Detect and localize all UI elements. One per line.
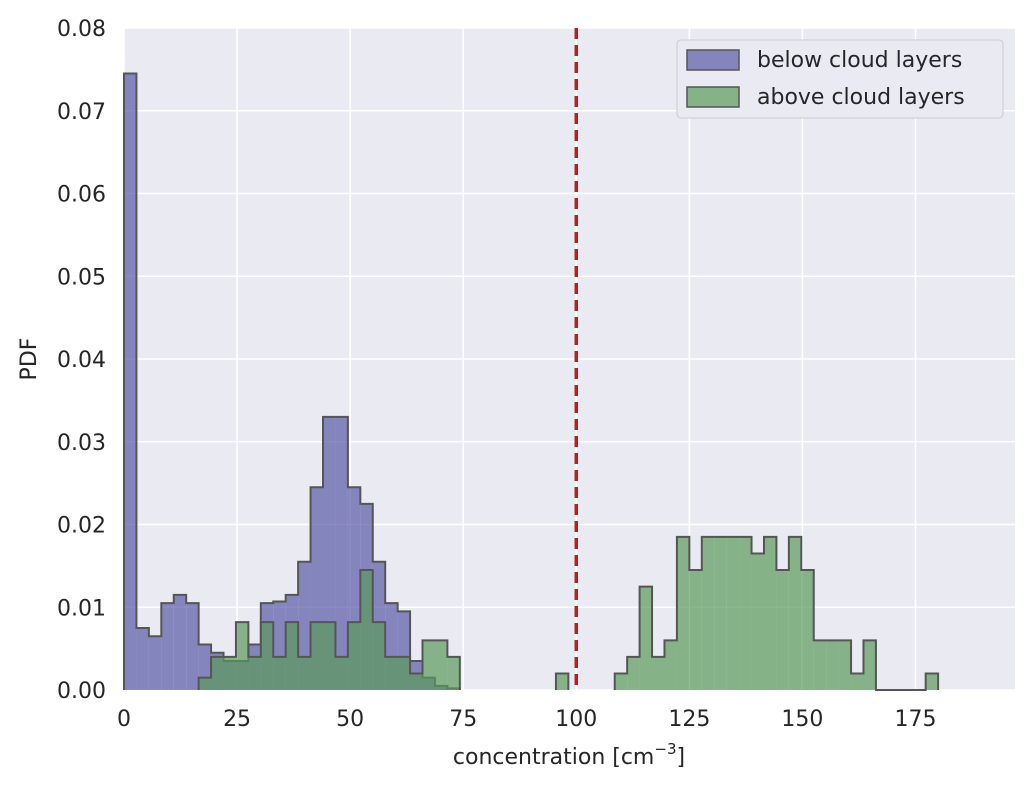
histogram-bar — [360, 570, 373, 690]
x-tick-label: 175 — [894, 707, 936, 732]
histogram-bar — [801, 570, 814, 690]
histogram-bar — [335, 416, 348, 690]
histogram-bar — [248, 656, 261, 690]
histogram-bar — [397, 656, 411, 690]
histogram-bar — [186, 603, 199, 690]
histogram-bar — [664, 640, 677, 690]
histogram-bar — [235, 622, 249, 690]
histogram-bar — [198, 677, 212, 690]
legend-swatch-below — [686, 49, 740, 71]
x-tick-label: 0 — [117, 707, 131, 732]
histogram-bar — [813, 640, 827, 690]
histogram-bar — [273, 656, 286, 690]
y-tick-label: 0.00 — [57, 679, 106, 704]
histogram-bar — [838, 640, 852, 690]
histogram-bar — [310, 622, 324, 690]
histogram-bar — [223, 656, 236, 690]
histogram-bar — [323, 622, 336, 690]
legend-box — [676, 39, 1004, 119]
histogram-bar — [173, 594, 187, 690]
x-tick-label: 100 — [555, 707, 597, 732]
x-tick-labels: 0 25 50 75 100 125 150 175 — [117, 707, 936, 732]
legend-label-above: above cloud layers — [757, 85, 965, 110]
y-tick-labels: 0.00 0.01 0.02 0.03 0.04 0.05 0.06 0.07 0.08 — [57, 17, 106, 704]
histogram-bar — [260, 622, 274, 690]
histogram-bar — [285, 622, 299, 690]
x-axis-label: concentration [cm−3] — [453, 740, 685, 770]
legend: below cloud layers above cloud layers — [676, 39, 1004, 119]
x-tick-label: 75 — [449, 707, 477, 732]
y-tick-label: 0.05 — [57, 265, 106, 290]
histogram-bar — [347, 622, 361, 690]
histogram-bar — [124, 73, 137, 690]
histogram-bar — [148, 636, 162, 690]
histogram-bar — [385, 656, 398, 690]
y-axis-label: PDF — [17, 338, 42, 381]
histogram-bar — [788, 536, 802, 690]
histogram-bar — [136, 627, 149, 690]
x-tick-label: 125 — [668, 707, 710, 732]
y-tick-label: 0.06 — [57, 183, 106, 208]
histogram-bar — [763, 536, 777, 690]
series-above-cloud-layers — [197, 535, 940, 691]
histogram-bar — [614, 673, 628, 690]
histogram-bar — [863, 640, 876, 690]
histogram-bar — [372, 622, 386, 690]
histogram-bar — [925, 673, 939, 690]
histogram-bar — [851, 673, 864, 690]
histogram-bar — [447, 656, 460, 690]
histogram-outline — [197, 535, 940, 691]
x-tick-label: 25 — [223, 707, 251, 732]
x-tick-label: 150 — [781, 707, 823, 732]
histogram-bar — [211, 656, 224, 690]
histogram-bar — [627, 656, 640, 690]
y-tick-label: 0.02 — [57, 514, 106, 539]
histogram-bar — [652, 656, 665, 690]
histogram-bar — [751, 553, 764, 690]
y-tick-label: 0.03 — [57, 431, 106, 456]
histogram-bar — [676, 536, 690, 690]
y-tick-label: 0.08 — [57, 17, 106, 42]
y-tick-label: 0.01 — [57, 596, 106, 621]
histogram-bar — [161, 603, 174, 690]
histogram-bar — [422, 640, 435, 690]
histogram-bar — [298, 656, 311, 690]
histogram-bar — [434, 640, 448, 690]
histogram-bar — [410, 673, 423, 690]
histogram-bar — [335, 656, 348, 690]
x-tick-label: 50 — [336, 707, 364, 732]
histogram-bar — [689, 570, 702, 690]
histogram-bar — [701, 536, 715, 690]
histogram-bar — [639, 586, 653, 690]
legend-label-below: below cloud layers — [757, 48, 962, 73]
y-tick-label: 0.07 — [57, 100, 106, 125]
y-tick-label: 0.04 — [57, 348, 106, 373]
histogram-bar — [714, 536, 727, 690]
histogram-bar — [555, 673, 569, 690]
histogram-bar — [739, 536, 752, 690]
histogram-outline — [123, 72, 461, 690]
legend-swatch-above — [686, 86, 740, 108]
histogram-bar — [776, 570, 789, 690]
histogram-bar — [726, 536, 740, 690]
histogram-bar — [826, 640, 839, 690]
